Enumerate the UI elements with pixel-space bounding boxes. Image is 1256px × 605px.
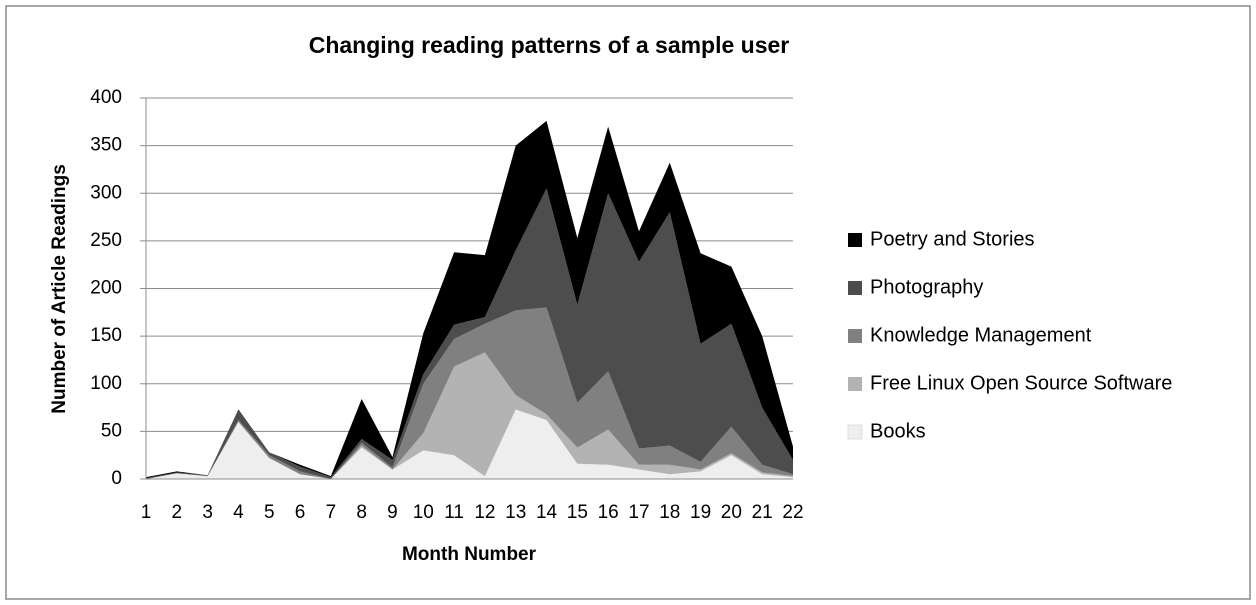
x-tick-label: 17 <box>628 502 649 523</box>
y-axis-title: Number of Article Readings <box>49 164 70 414</box>
x-tick-label: 8 <box>356 502 367 523</box>
x-axis-title: Month Number <box>402 544 537 565</box>
x-tick-label: 21 <box>752 502 773 523</box>
legend-swatch <box>848 377 862 391</box>
legend-label: Photography <box>870 276 983 298</box>
x-tick-label: 10 <box>413 502 434 523</box>
y-tick-label: 250 <box>90 230 122 251</box>
area <box>146 352 793 479</box>
chart-title: Changing reading patterns of a sample us… <box>309 32 790 58</box>
x-tick-label: 5 <box>264 502 275 523</box>
x-tick-label: 19 <box>690 502 711 523</box>
x-tick-label: 20 <box>721 502 742 523</box>
legend-label: Poetry and Stories <box>870 228 1035 250</box>
x-tick-label: 7 <box>326 502 337 523</box>
y-tick-label: 400 <box>90 87 122 108</box>
legend-swatch <box>848 329 862 343</box>
x-tick-label: 3 <box>202 502 213 523</box>
y-tick-label: 200 <box>90 278 122 299</box>
x-tick-label: 1 <box>141 502 152 523</box>
y-tick-label: 100 <box>90 373 122 394</box>
x-tick-label: 6 <box>295 502 306 523</box>
y-tick-label: 50 <box>101 420 122 441</box>
x-tick-label: 22 <box>782 502 803 523</box>
x-tick-label: 18 <box>659 502 680 523</box>
x-tick-label: 4 <box>233 502 244 523</box>
x-tick-label: 11 <box>444 502 464 523</box>
y-tick-label: 150 <box>90 325 122 346</box>
legend-label: Knowledge Management <box>870 324 1092 346</box>
legend-swatch <box>848 281 862 295</box>
area <box>146 188 793 480</box>
x-tick-label: 16 <box>598 502 619 523</box>
y-tick-label: 350 <box>90 135 122 156</box>
x-tick-label: 2 <box>172 502 183 523</box>
area <box>146 120 793 479</box>
y-tick-label: 300 <box>90 182 122 203</box>
legend-swatch <box>847 424 863 440</box>
area <box>146 307 793 479</box>
x-tick-label: 15 <box>567 502 588 523</box>
x-tick-label: 13 <box>505 502 526 523</box>
y-tick-label: 0 <box>111 468 122 489</box>
area <box>146 409 793 479</box>
x-tick-label: 12 <box>474 502 495 523</box>
x-tick-label: 14 <box>536 502 558 523</box>
legend-swatch <box>848 233 862 247</box>
legend-label: Free Linux Open Source Software <box>870 372 1172 394</box>
x-tick-label: 9 <box>387 502 398 523</box>
legend-label: Books <box>870 420 926 442</box>
